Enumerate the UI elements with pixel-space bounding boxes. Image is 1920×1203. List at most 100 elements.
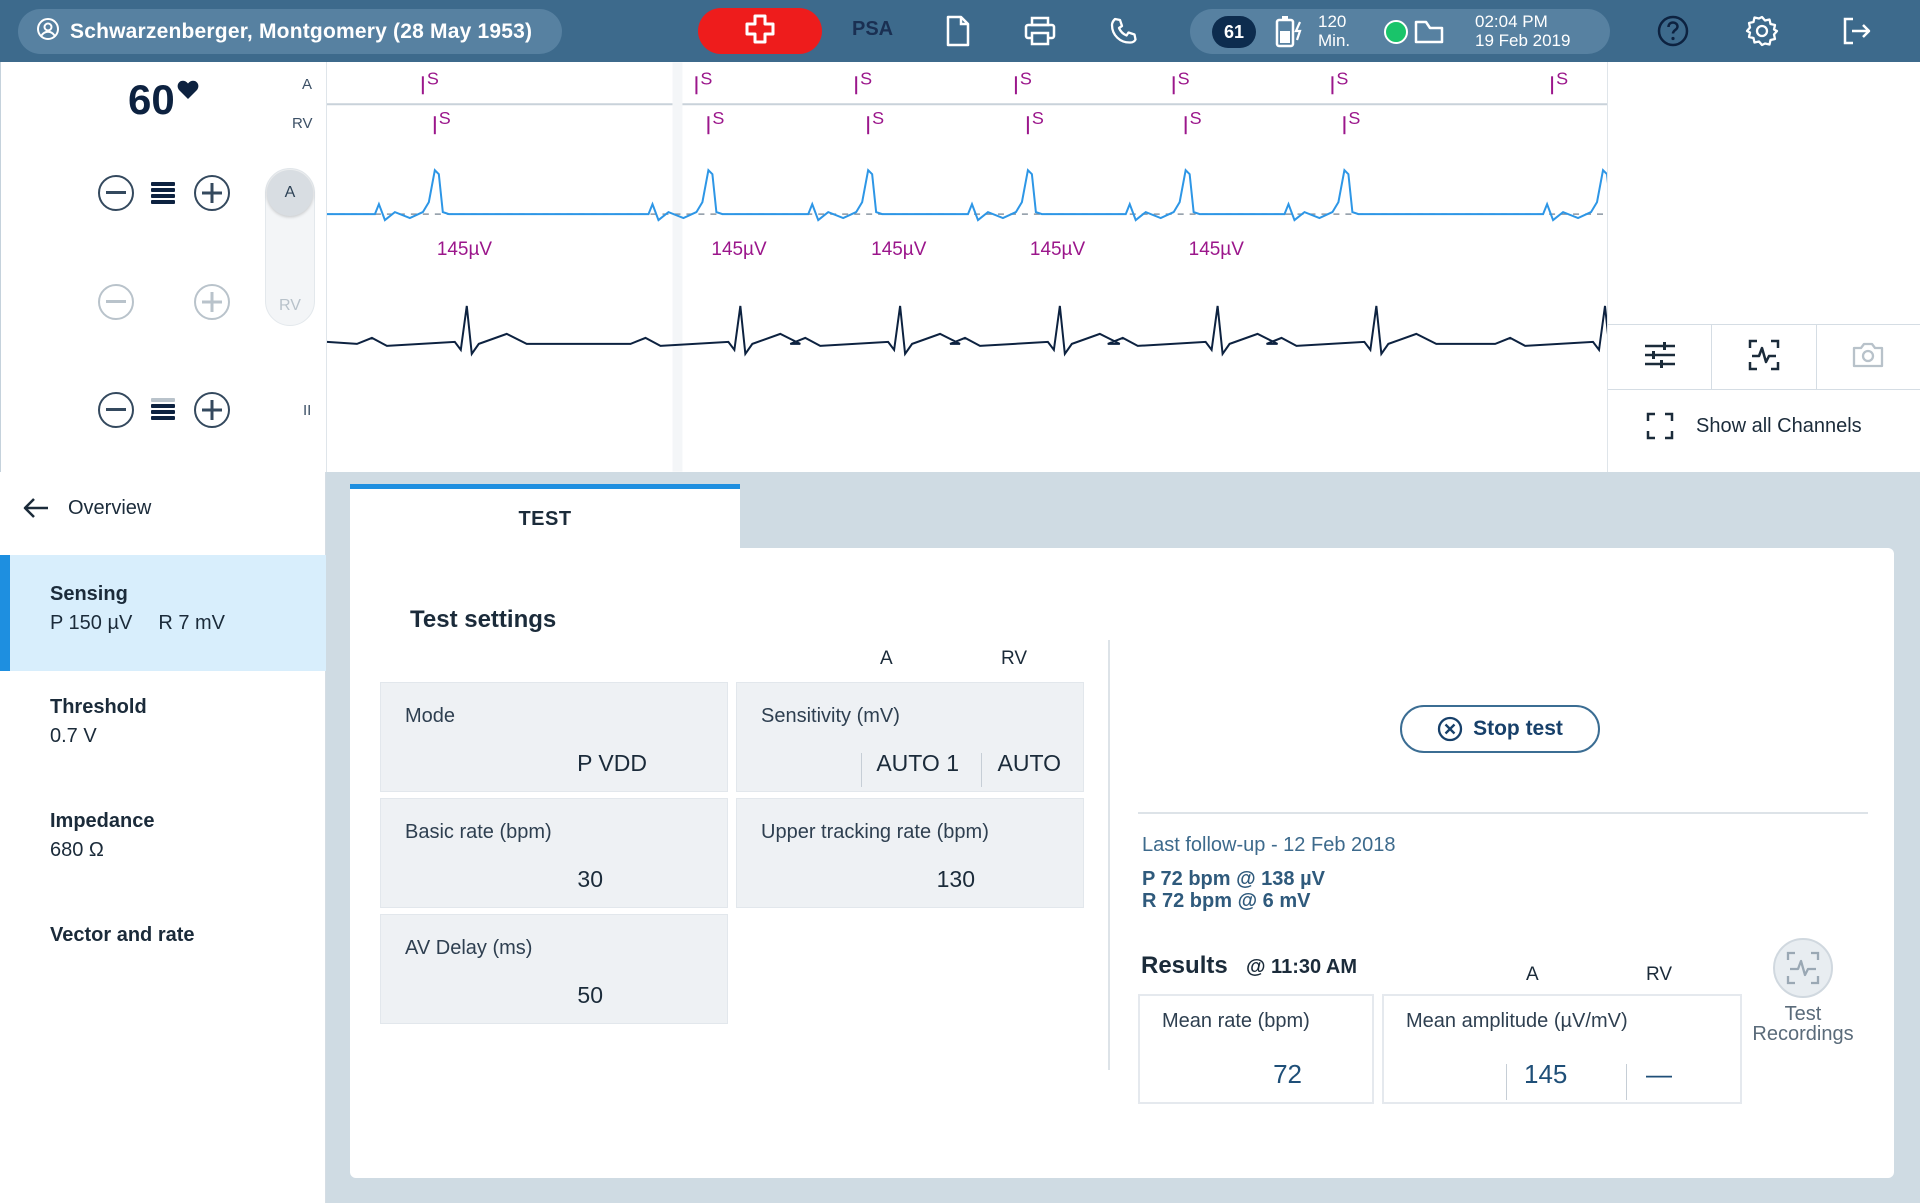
follow-up-r-line: R 72 bpm @ 6 mV: [1142, 890, 1311, 912]
top-bar: Schwarzenberger, Montgomery (28 May 1953…: [0, 0, 1920, 62]
sidebar-item-value: 680 Ω: [50, 839, 104, 861]
channel-a-gain-bars: [151, 182, 177, 208]
sidebar-item-vector-and-rate[interactable]: Vector and rate: [0, 924, 326, 947]
battery-unit: Min.: [1318, 31, 1351, 50]
heart-rate-readout: 60: [128, 76, 199, 124]
ecg-capture-icon: [1747, 338, 1781, 377]
battery-icon: [1274, 14, 1306, 53]
status-ok-indicator: [1384, 20, 1408, 44]
upper-tracking-rate-value: 130: [936, 866, 975, 892]
sidebar-item-threshold[interactable]: Threshold 0.7 V: [0, 696, 326, 748]
channel-ii-increase-button[interactable]: [194, 392, 230, 428]
mean-rate-label: Mean rate (bpm): [1162, 1010, 1310, 1032]
plus-icon: [202, 400, 222, 420]
sensing-p-value: P 150 µV: [50, 612, 133, 634]
camera-icon: [1851, 341, 1885, 374]
a-sense-marker: S: [1336, 68, 1348, 88]
follow-up-p-line: P 72 bpm @ 138 µV: [1142, 868, 1325, 890]
plus-icon: [202, 292, 222, 312]
amplitude-label: 145µV: [437, 239, 493, 260]
stop-test-button[interactable]: Stop test: [1400, 705, 1600, 753]
av-delay-value: 50: [577, 982, 603, 1008]
show-all-channels-label: Show all Channels: [1696, 414, 1862, 437]
close-circle-icon: [1437, 716, 1463, 742]
patient-selector[interactable]: Schwarzenberger, Montgomery (28 May 1953…: [18, 9, 562, 54]
mean-amplitude-box: Mean amplitude (µV/mV) 145 —: [1382, 994, 1742, 1104]
help-icon[interactable]: [1655, 13, 1691, 49]
basic-rate-label: Basic rate (bpm): [405, 821, 552, 843]
channel-toggle[interactable]: A RV: [265, 168, 315, 326]
capture-ecg-button[interactable]: [1712, 325, 1817, 389]
mode-field[interactable]: Mode P VDD: [380, 682, 728, 792]
av-delay-field[interactable]: AV Delay (ms) 50: [380, 914, 728, 1024]
sensitivity-field[interactable]: Sensitivity (mV) AUTO 1 AUTO: [736, 682, 1084, 792]
show-all-channels-button[interactable]: Show all Channels: [1646, 412, 1862, 440]
sidebar-item-sensing[interactable]: Sensing P 150 µV R 7 mV: [0, 555, 326, 671]
a-sense-marker: S: [427, 68, 439, 88]
patient-name: Schwarzenberger, Montgomery (28 May 1953…: [70, 19, 533, 43]
print-icon[interactable]: [1022, 13, 1058, 49]
results-col-a: A: [1526, 964, 1539, 985]
recording-icon: [1773, 938, 1833, 998]
psa-mode-label[interactable]: PSA: [852, 18, 894, 40]
minus-icon: [106, 408, 126, 411]
sidebar: Overview Sensing P 150 µV R 7 mV Threshol…: [0, 472, 326, 1203]
settings-icon[interactable]: [1744, 13, 1780, 49]
test-recordings-button[interactable]: Test Recordings: [1748, 938, 1858, 1044]
sidebar-item-impedance[interactable]: Impedance 680 Ω: [0, 810, 326, 862]
sidebar-item-title: Sensing: [50, 583, 128, 605]
basic-rate-value: 30: [577, 866, 603, 892]
av-delay-label: AV Delay (ms): [405, 937, 533, 959]
test-settings-title: Test settings: [410, 606, 557, 633]
adjust-button[interactable]: [1608, 325, 1713, 389]
v-sense-marker: S: [1348, 108, 1360, 128]
stop-test-label: Stop test: [1473, 717, 1563, 740]
a-sense-marker: S: [1556, 68, 1568, 88]
mean-amplitude-label: Mean amplitude (µV/mV): [1406, 1010, 1628, 1032]
screenshot-button[interactable]: [1817, 325, 1920, 389]
user-icon: [36, 17, 60, 46]
v-sense-marker: S: [1032, 108, 1044, 128]
amplitude-label: 145µV: [1030, 239, 1086, 260]
mean-rate-value: 72: [1273, 1059, 1302, 1089]
channel-rv-increase-button[interactable]: [194, 284, 230, 320]
settings-col-rv: RV: [1001, 648, 1028, 669]
settings-col-a: A: [880, 648, 893, 669]
channel-toggle-a[interactable]: A: [267, 170, 313, 216]
ecg-toolbar: [1608, 324, 1920, 390]
sidebar-item-title: Impedance: [50, 810, 155, 832]
channel-toggle-rv[interactable]: RV: [279, 297, 301, 314]
overview-back-link[interactable]: Overview: [22, 496, 151, 520]
minus-icon: [106, 191, 126, 194]
mean-amplitude-a-value: 145: [1524, 1059, 1568, 1089]
mean-rate-box: Mean rate (bpm) 72: [1138, 994, 1374, 1104]
sidebar-item-value: 0.7 V: [50, 725, 97, 747]
battery-readout: 120 Min.: [1318, 12, 1350, 50]
last-follow-up-title: Last follow-up - 12 Feb 2018: [1142, 834, 1396, 856]
sidebar-item-title: Threshold: [50, 696, 147, 718]
channel-rv-decrease-button[interactable]: [98, 284, 134, 320]
amplitude-label: 145µV: [871, 239, 927, 260]
v-sense-marker: S: [1190, 108, 1202, 128]
emergency-icon: [744, 13, 776, 50]
channel-ii-decrease-button[interactable]: [98, 392, 134, 428]
amplitude-label: 145µV: [711, 239, 767, 260]
sidebar-item-value: P 150 µV R 7 mV: [50, 612, 326, 635]
heart-rate-value: 60: [128, 76, 175, 123]
date-time: 02:04 PM 19 Feb 2019: [1475, 12, 1570, 50]
channel-a-decrease-button[interactable]: [98, 175, 134, 211]
overview-label: Overview: [68, 496, 152, 519]
arrow-left-icon: [22, 496, 50, 520]
document-icon[interactable]: [940, 13, 976, 49]
channel-a-increase-button[interactable]: [194, 175, 230, 211]
results-time: @ 11:30 AM: [1246, 956, 1358, 978]
logout-icon[interactable]: [1838, 13, 1874, 49]
sidebar-item-title: Vector and rate: [50, 924, 195, 946]
emergency-button[interactable]: [698, 8, 822, 54]
basic-rate-field[interactable]: Basic rate (bpm) 30: [380, 798, 728, 908]
phone-icon[interactable]: [1106, 13, 1142, 49]
upper-tracking-rate-field[interactable]: Upper tracking rate (bpm) 130: [736, 798, 1084, 908]
mode-label: Mode: [405, 705, 456, 727]
tab-test[interactable]: TEST: [350, 484, 740, 550]
